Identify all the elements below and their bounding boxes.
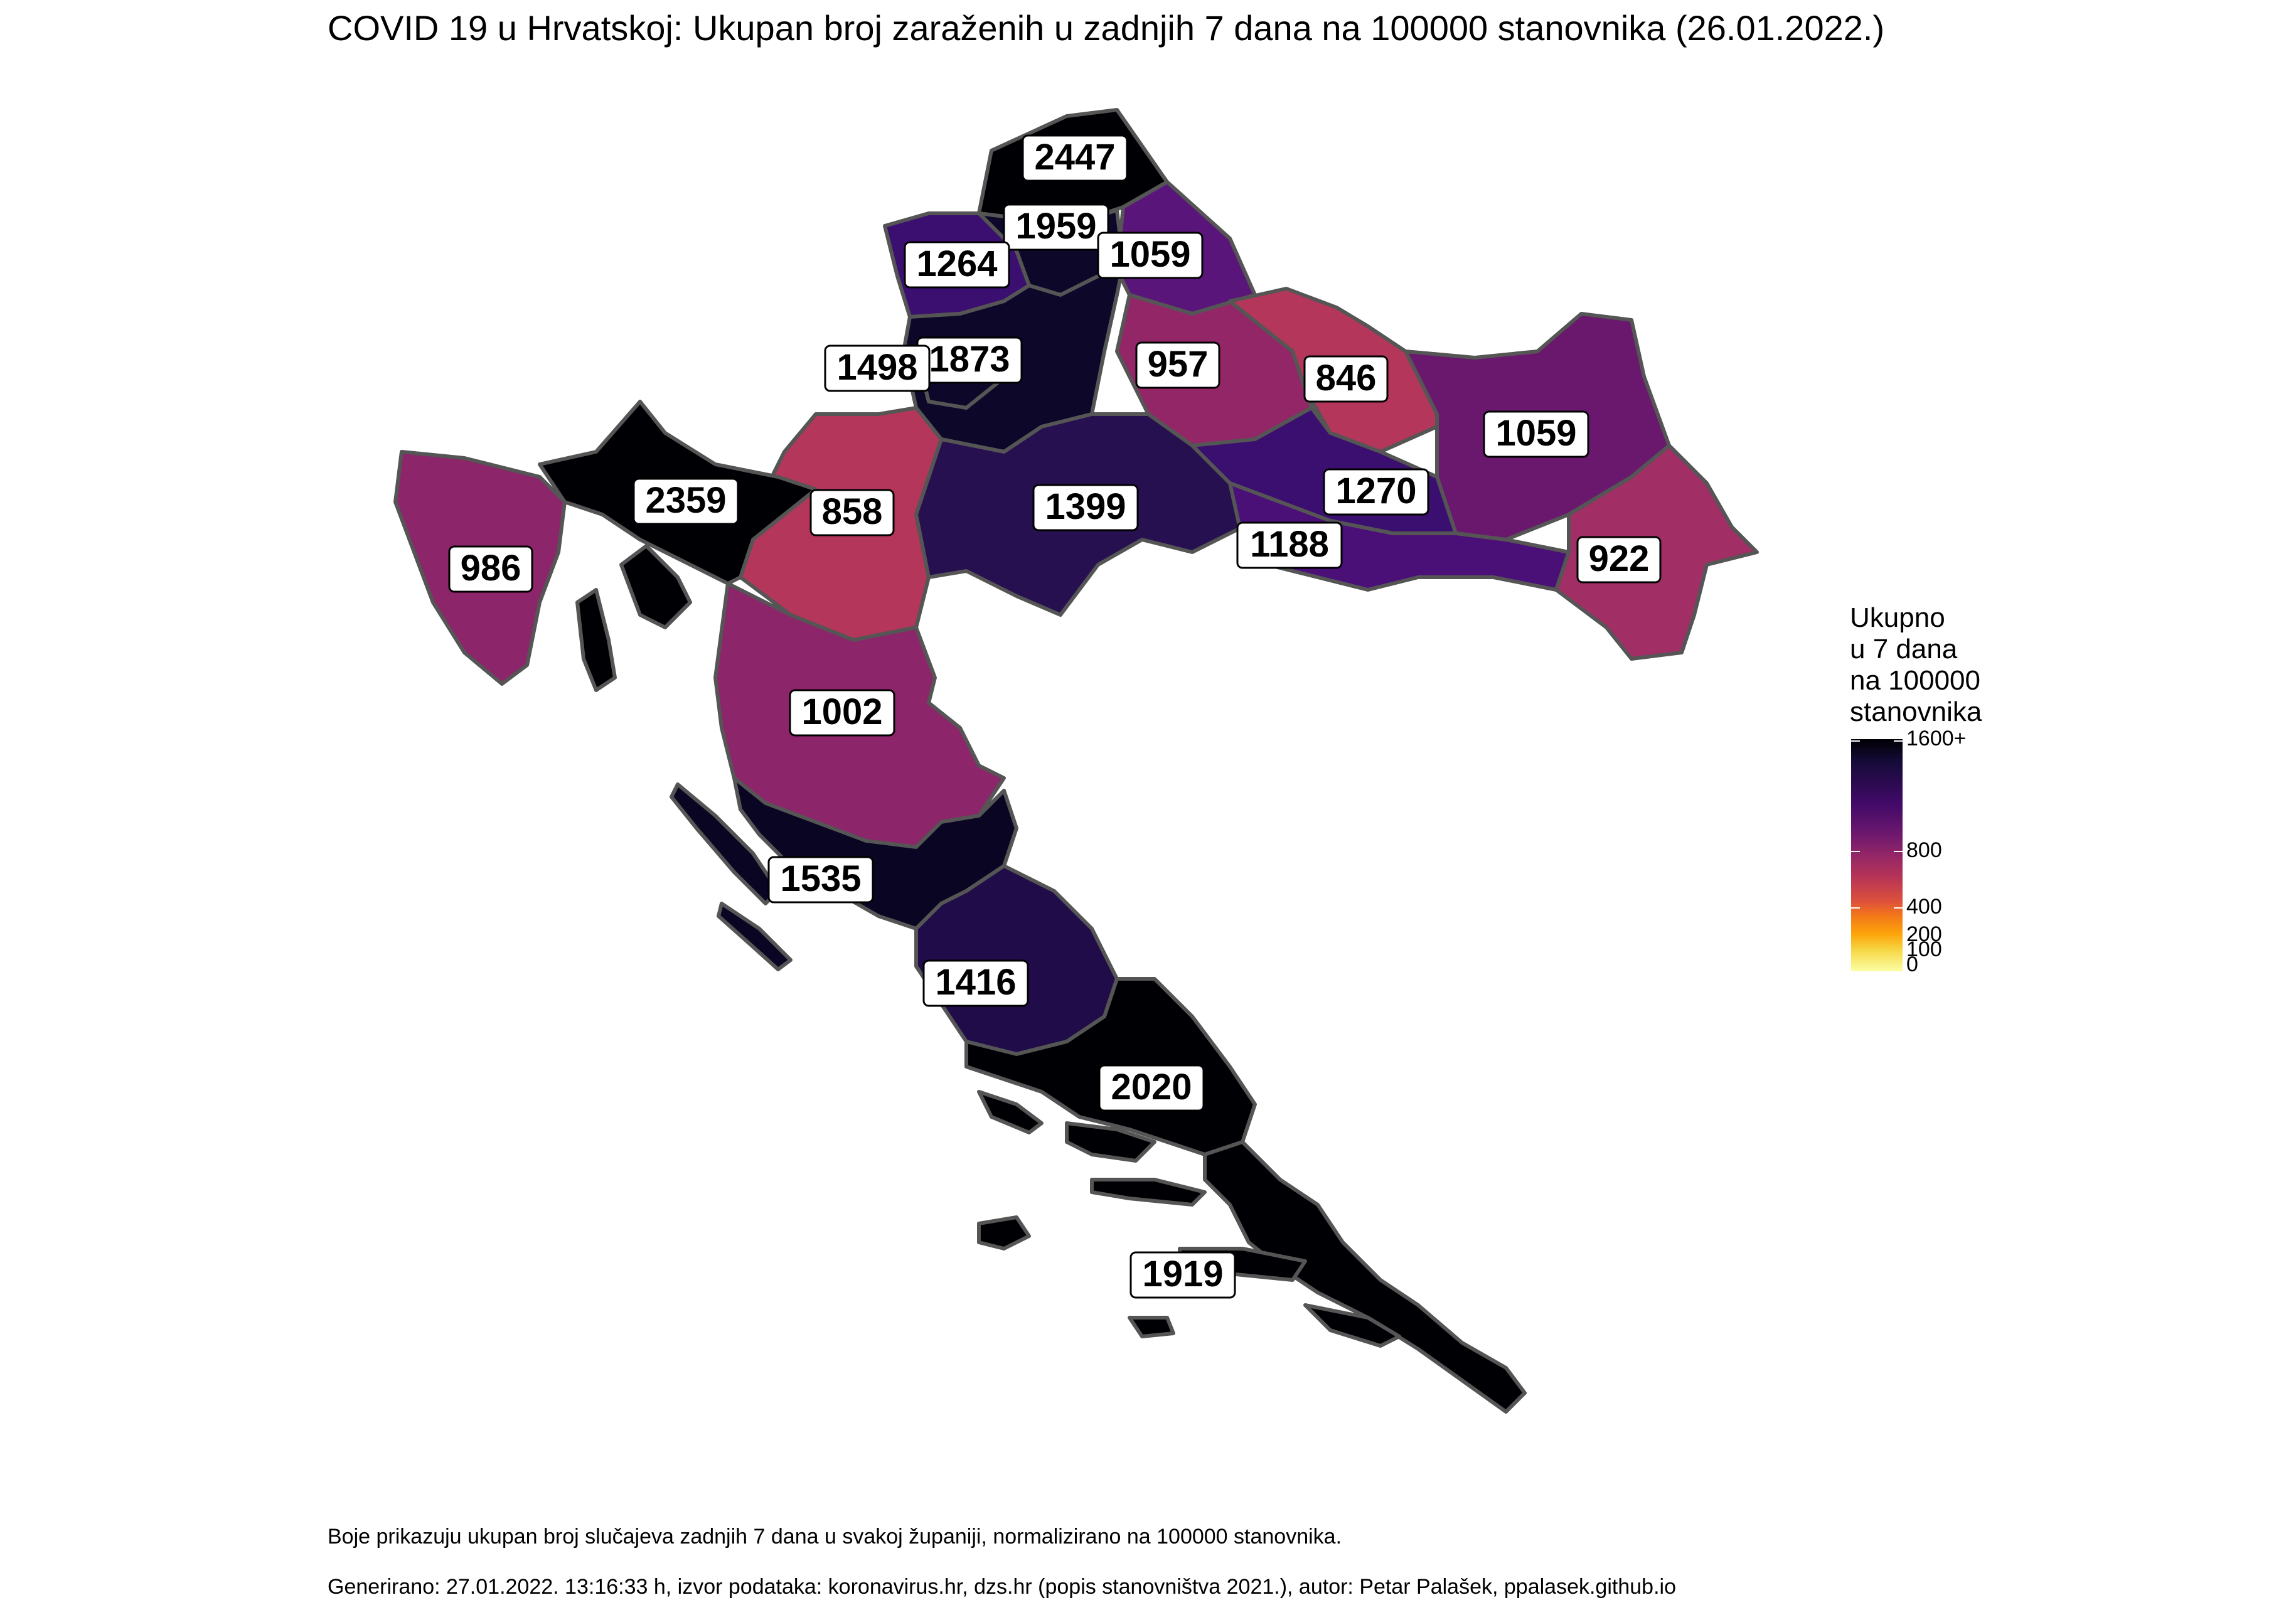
island-hvar (1090, 1178, 1207, 1207)
county-value-label: 2359 (633, 477, 739, 525)
county-value-text: 1264 (916, 243, 997, 284)
county-value-text: 922 (1589, 538, 1650, 579)
county-value-text: 1959 (1015, 206, 1096, 247)
county-label-box (1032, 484, 1139, 531)
legend-tick-line (1851, 740, 1860, 742)
county-value-text: 957 (1148, 344, 1209, 385)
county-label-box (767, 856, 874, 904)
county-label-box (1236, 521, 1343, 569)
legend-tick-label: 0 (1906, 952, 1918, 976)
county-label-box (1323, 468, 1429, 516)
county-label-box (1003, 203, 1109, 251)
county-value-text: 1873 (929, 339, 1010, 380)
island-krk-cres (619, 544, 692, 629)
county-label-box (1576, 536, 1662, 584)
island-vis (977, 1215, 1031, 1251)
county-label-box (824, 344, 931, 392)
county-region-dubrovacko-neretvanska (1203, 1140, 1527, 1414)
county-value-text: 1059 (1109, 234, 1190, 275)
county-value-text: 1270 (1335, 471, 1416, 511)
county-value-label: 1002 (789, 689, 895, 737)
county-value-label: 1059 (1483, 410, 1589, 458)
map-title: COVID 19 u Hrvatskoj: Ukupan broj zaraže… (328, 8, 1885, 48)
county-label-box (1483, 410, 1589, 458)
county-value-label: 1535 (767, 856, 874, 904)
county-label-box (1129, 1251, 1236, 1299)
county-value-text: 1188 (1250, 524, 1329, 565)
island-lastovo (1128, 1316, 1175, 1338)
county-value-text: 1416 (935, 962, 1016, 1003)
county-value-label: 2020 (1098, 1064, 1205, 1112)
county-label-box (633, 477, 739, 525)
legend-tick-line (1894, 907, 1903, 909)
county-label-box (1303, 355, 1389, 403)
island-brac (1065, 1121, 1156, 1163)
county-label-box (448, 545, 533, 593)
county-value-label: 1399 (1032, 484, 1139, 531)
island-mljet (1303, 1303, 1401, 1348)
county-value-label: 1270 (1323, 468, 1429, 516)
county-value-label: 922 (1576, 536, 1662, 584)
island-kornati (717, 902, 793, 971)
county-value-label: 957 (1135, 341, 1220, 389)
county-value-label: 1416 (922, 959, 1029, 1007)
county-label-box (1135, 341, 1220, 389)
county-value-text: 1919 (1142, 1254, 1223, 1294)
county-value-label: 1188 (1236, 521, 1343, 569)
legend-tick-label: 200 (1906, 922, 1942, 946)
county-value-label: 846 (1303, 355, 1389, 403)
island-solta-ciovo (977, 1090, 1044, 1134)
county-label-box (789, 689, 895, 737)
county-label-box (809, 489, 895, 536)
county-label-box (904, 241, 1010, 289)
legend-tick-line (1851, 851, 1860, 852)
county-value-label: 1919 (1129, 1251, 1236, 1299)
county-value-text: 846 (1316, 358, 1377, 398)
county-value-text: 1002 (801, 691, 882, 732)
county-value-text: 1535 (780, 858, 861, 899)
caption-generated: Generirano: 27.01.2022. 13:16:33 h, izvo… (328, 1575, 1676, 1599)
legend-tick-line (1851, 907, 1860, 909)
county-value-label: 1873 (916, 336, 1023, 384)
caption-note: Boje prikazuju ukupan broj slučajeva zad… (328, 1525, 1342, 1549)
county-value-text: 1498 (836, 347, 917, 388)
legend-tick-line (1894, 740, 1903, 742)
island-dugi-otok (670, 782, 780, 905)
county-value-label: 1959 (1003, 203, 1109, 251)
county-label-box (1098, 1064, 1205, 1112)
island-rab-pag (575, 588, 617, 692)
legend-tick-label: 1600+ (1906, 727, 1967, 750)
legend-tick-label: 100 (1906, 937, 1942, 961)
county-value-text: 2020 (1111, 1067, 1192, 1107)
county-value-text: 1399 (1045, 486, 1126, 527)
county-value-text: 2447 (1034, 137, 1115, 178)
county-value-text: 1059 (1495, 413, 1576, 454)
county-value-label: 858 (809, 489, 895, 536)
county-value-label: 986 (448, 545, 533, 593)
county-value-text: 858 (822, 491, 883, 532)
county-label-box (1097, 232, 1204, 279)
county-label-box (922, 959, 1029, 1007)
county-value-label: 1059 (1097, 232, 1204, 279)
legend-tick-label: 400 (1906, 895, 1942, 919)
legend-color-bar (1851, 739, 1903, 971)
legend-tick-line (1894, 851, 1903, 852)
legend-tick-label: 800 (1906, 838, 1942, 862)
county-value-text: 2359 (645, 480, 726, 521)
county-value-label: 1498 (824, 344, 931, 392)
county-value-text: 986 (461, 548, 521, 589)
county-value-label: 2447 (1022, 134, 1128, 182)
legend-title: Ukupno u 7 dana na 100000 stanovnika (1850, 602, 1982, 727)
county-label-box (1022, 134, 1128, 182)
county-value-label: 1264 (904, 241, 1010, 289)
